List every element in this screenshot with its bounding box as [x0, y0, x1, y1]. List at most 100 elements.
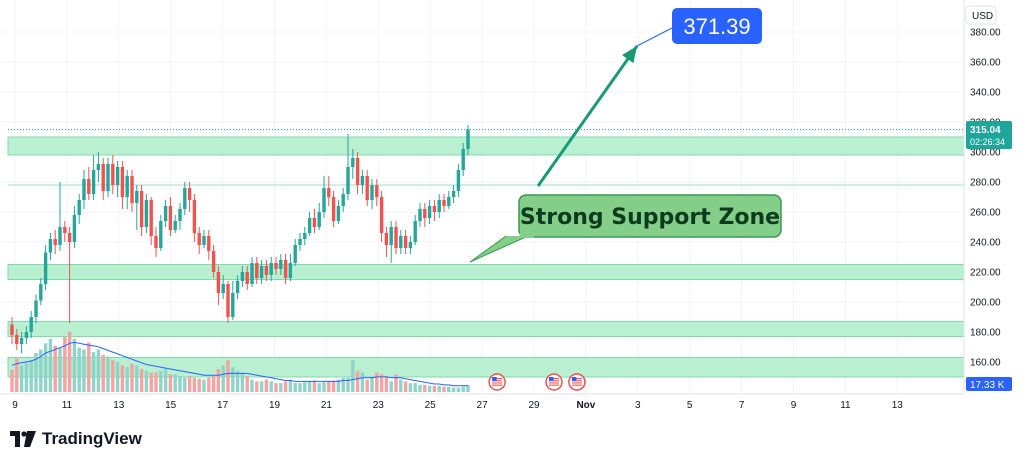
time-tick-label: 29 — [528, 400, 540, 411]
candle-body — [375, 185, 379, 197]
volume-bar — [298, 383, 302, 392]
candle-body — [106, 164, 110, 191]
volume-bar — [82, 349, 86, 392]
candle-body — [15, 335, 19, 344]
price-tick-label: 160.00 — [970, 358, 1001, 369]
support-callout[interactable]: Strong Support Zone — [469, 194, 782, 263]
volume-bar — [43, 343, 48, 392]
candle-body — [303, 233, 307, 239]
bar-countdown: 02:26:34 — [970, 137, 1005, 147]
candle-body — [341, 194, 345, 206]
event-markers[interactable] — [488, 373, 586, 391]
volume-bar — [183, 377, 187, 392]
candle-body — [115, 167, 120, 185]
time-tick-label: 13 — [892, 400, 904, 411]
volume-bar — [159, 370, 163, 392]
candle-body — [163, 206, 168, 221]
price-tick-label: 200.00 — [970, 298, 1001, 309]
time-tick-label: 5 — [687, 400, 693, 411]
volume-ma-line — [11, 341, 468, 387]
candle-body — [130, 176, 134, 203]
volume-bar — [456, 387, 461, 392]
volume-bar — [360, 372, 365, 392]
candle-body — [144, 200, 149, 227]
currency-badge[interactable] — [965, 5, 997, 25]
volume-bar — [389, 381, 393, 392]
candle-body — [48, 239, 53, 253]
volume-bar — [77, 347, 81, 392]
brand-name: TradingView — [42, 429, 142, 448]
volume-bar — [403, 381, 408, 392]
candle-body — [264, 266, 269, 275]
volume-bar — [379, 374, 384, 392]
volume-bar — [427, 385, 432, 392]
volume-bar — [442, 386, 446, 392]
currency-label: USD — [972, 11, 993, 22]
candle-body — [307, 218, 312, 233]
volume-bar — [461, 386, 465, 392]
time-tick-label: 13 — [113, 400, 125, 411]
volume-bar — [235, 370, 240, 392]
volume-bar — [125, 367, 129, 392]
volume-bar — [274, 383, 278, 392]
volume-bar — [163, 368, 168, 392]
volume-bar — [413, 383, 417, 392]
candle-body — [39, 284, 43, 301]
volume-bar — [451, 387, 456, 392]
candlesticks — [10, 125, 470, 353]
candle-body — [451, 191, 456, 197]
price-axis[interactable]: 160.00 180.00 200.00 220.00 240.00 260.00 280.… — [970, 28, 1001, 369]
volume-bars — [10, 331, 470, 392]
target-connector-line — [636, 27, 673, 47]
target-price-text: 371.39 — [683, 14, 750, 39]
candle-body — [408, 242, 413, 248]
volume-bar — [72, 338, 77, 392]
candle-body — [245, 272, 249, 284]
candle-body — [423, 209, 427, 218]
candle-body — [427, 206, 432, 218]
last-price-value: 315.04 — [970, 125, 1001, 136]
candle-body — [298, 239, 302, 245]
us-flag-event-icon — [568, 373, 586, 391]
candle-body — [365, 176, 369, 200]
candle-body — [67, 233, 72, 242]
volume-bar — [370, 377, 374, 392]
candle-body — [322, 188, 326, 212]
volume-bar — [365, 379, 369, 392]
volume-bar — [178, 376, 182, 392]
target-arrow — [536, 45, 639, 187]
candle-body — [355, 158, 360, 185]
volume-bar — [375, 372, 379, 392]
last-price-tag: 315.04 02:26:34 — [966, 121, 1012, 149]
candle-body — [466, 129, 470, 149]
price-tick-label: 180.00 — [970, 328, 1001, 339]
volume-bar — [87, 342, 91, 392]
candle-body — [173, 221, 177, 230]
volume-bar — [135, 365, 139, 392]
volume-bar — [53, 345, 57, 392]
candle-body — [82, 179, 86, 200]
time-axis[interactable]: 9 11 13 15 17 19 21 23 25 27 29 Nov 3 5 7 9 11 13 — [12, 400, 903, 411]
volume-bar — [197, 378, 201, 392]
support-zone — [7, 321, 965, 337]
target-price-label[interactable]: 371.39 — [672, 8, 762, 44]
time-tick-label: 27 — [477, 400, 489, 411]
volume-bar — [279, 383, 283, 392]
candle-body — [96, 164, 101, 170]
candle-body — [159, 221, 163, 248]
candle-body — [255, 263, 259, 278]
candle-body — [360, 176, 365, 185]
candle-body — [43, 252, 48, 284]
candle-body — [192, 200, 197, 233]
support-zones — [7, 136, 965, 378]
candle-body — [346, 167, 350, 194]
volume-bar — [269, 381, 273, 392]
tradingview-brand[interactable]: TradingView — [10, 429, 142, 449]
time-tick-label: 11 — [840, 400, 851, 411]
volume-bar — [120, 365, 125, 392]
candle-body — [10, 324, 14, 335]
candle-body — [269, 263, 273, 275]
time-tick-label: 17 — [217, 400, 229, 411]
candle-body — [235, 281, 240, 293]
